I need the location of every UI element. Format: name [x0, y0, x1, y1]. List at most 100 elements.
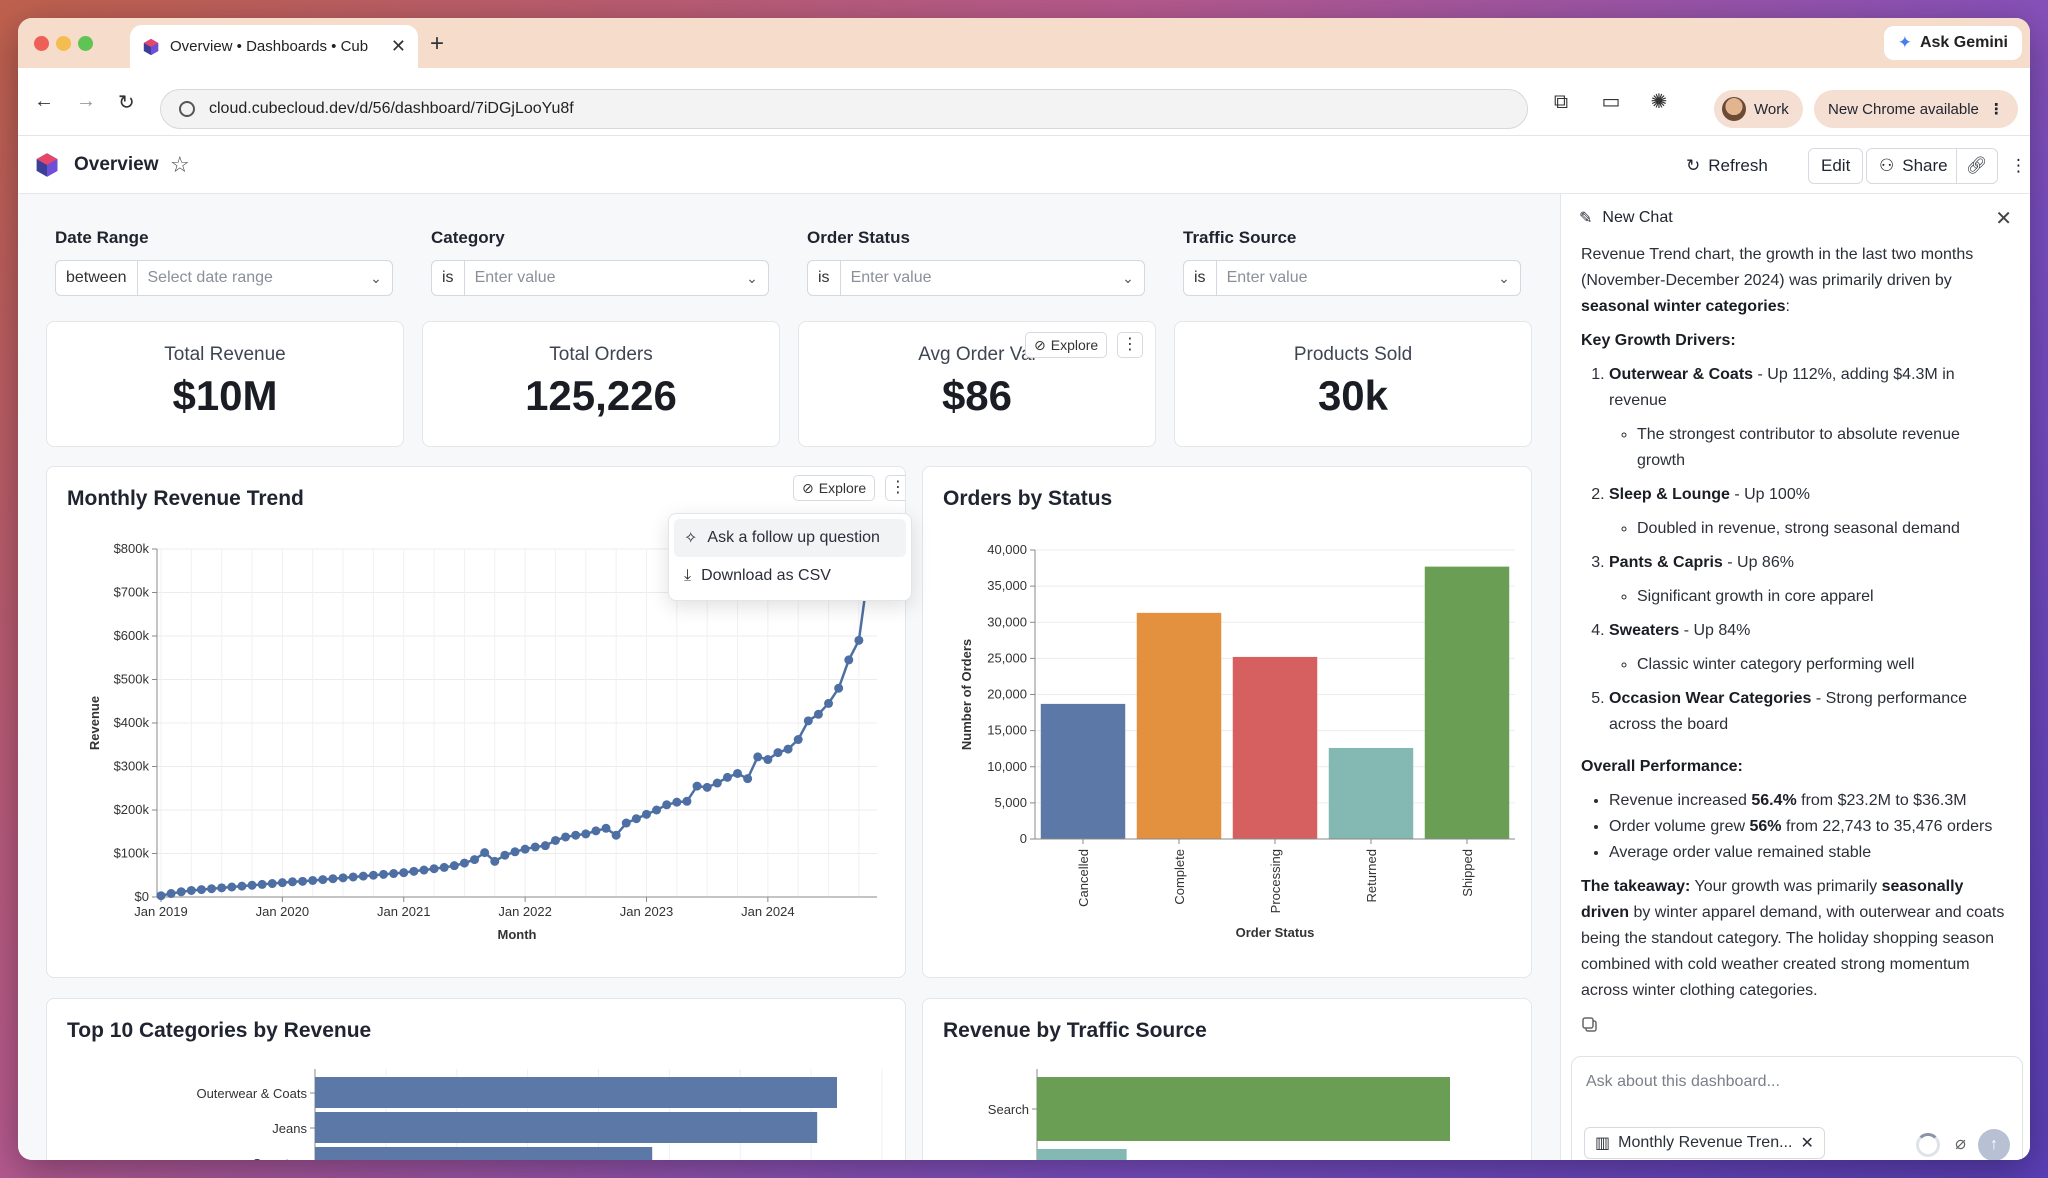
bar: [315, 1112, 818, 1143]
back-arrow-icon[interactable]: ←: [34, 90, 54, 112]
filter-placeholder[interactable]: Enter value: [1226, 269, 1308, 286]
overall-bold: 56%: [1749, 818, 1782, 835]
tab-overview[interactable]: Overview • Dashboards • Cub ✕: [130, 25, 418, 68]
list-item: Sleep & Lounge - Up 100% Doubled in reve…: [1609, 482, 2011, 542]
context-chip[interactable]: ▥ Monthly Revenue Tren... ✕: [1584, 1127, 1825, 1159]
minimize-window-button[interactable]: [56, 36, 71, 51]
driver-name: Outerwear & Coats: [1609, 366, 1754, 383]
data-point: [672, 797, 682, 807]
card-title: Monthly Revenue Trend: [67, 487, 304, 510]
filter-operator[interactable]: between: [56, 261, 138, 295]
data-point: [813, 709, 823, 719]
loading-spinner-icon: [1916, 1133, 1940, 1157]
data-point: [247, 880, 257, 890]
explore-button[interactable]: ⊘ Explore: [1025, 332, 1108, 358]
data-point: [530, 842, 540, 852]
y-axis-label: Revenue: [87, 696, 102, 750]
data-point: [621, 818, 631, 828]
ask-follow-up-menu-item[interactable]: ✧ Ask a follow up question: [674, 519, 906, 557]
sub-list: Classic winter category performing well: [1609, 652, 2011, 678]
list-item: Significant growth in core apparel: [1637, 584, 2011, 610]
category-filter[interactable]: is Enter value ⌄: [431, 260, 769, 296]
tab-title: Overview • Dashboards • Cub: [170, 38, 369, 55]
x-tick-label: Cancelled: [1076, 849, 1091, 907]
tab-close-icon[interactable]: ✕: [390, 36, 406, 56]
y-axis-label: Number of Orders: [959, 639, 974, 750]
chat-panel: ✎ New Chat ✕ Revenue Trend chart, the gr…: [1560, 194, 2030, 1160]
copy-icon[interactable]: [1581, 1016, 1599, 1034]
reload-icon[interactable]: ↻: [118, 92, 135, 114]
new-tab-button[interactable]: +: [430, 30, 445, 57]
chrome-update-button[interactable]: New Chrome available ⋮: [1814, 90, 2018, 128]
profile-button[interactable]: Work: [1714, 90, 1803, 128]
y-tick-label: 10,000: [987, 759, 1027, 774]
card-title: Revenue by Traffic Source: [943, 1019, 1207, 1042]
traffic-source-filter[interactable]: is Enter value ⌄: [1183, 260, 1521, 296]
filter-placeholder[interactable]: Select date range: [147, 269, 273, 286]
kpi-avg-order-value: Avg Order Val $86 ⊘ Explore ⋮: [798, 321, 1156, 447]
filter-placeholder[interactable]: Enter value: [850, 269, 932, 286]
chevron-down-icon[interactable]: ⌄: [1498, 269, 1510, 286]
kpi-total-orders: Total Orders 125,226: [422, 321, 780, 447]
chevron-down-icon[interactable]: ⌄: [746, 269, 758, 286]
copy-link-button[interactable]: 🔗︎: [1956, 148, 1998, 184]
data-point: [662, 800, 672, 810]
chatgpt-extension-icon[interactable]: ✺: [1650, 91, 1668, 113]
ask-gemini-button[interactable]: ✦ Ask Gemini: [1883, 26, 2022, 60]
revenue-line-chart: $0 $100k $200k $300k $400k $500k $600k $700k $80…: [87, 519, 877, 942]
extensions-puzzle-icon[interactable]: ⧉: [1553, 91, 1569, 113]
close-window-button[interactable]: [34, 36, 49, 51]
traffic-source-card: Revenue by Traffic Source SearchOrganic: [922, 998, 1532, 1160]
driver-text: - Up 100%: [1729, 486, 1810, 503]
sub-list: Doubled in revenue, strong seasonal dema…: [1609, 516, 2011, 542]
chevron-down-icon[interactable]: ⌄: [1122, 269, 1134, 286]
card-menu-button[interactable]: ⋮: [1117, 332, 1143, 358]
more-menu-button[interactable]: ⋮: [2004, 148, 2030, 184]
filter-operator[interactable]: is: [808, 261, 841, 295]
list-item: Doubled in revenue, strong seasonal dema…: [1637, 516, 2011, 542]
explore-button[interactable]: ⊘ Explore: [793, 475, 876, 501]
driver-text: - Up 84%: [1679, 622, 1751, 639]
favorite-star-icon[interactable]: ☆: [170, 152, 190, 177]
chevron-down-icon[interactable]: ⌄: [370, 269, 382, 286]
card-menu-button[interactable]: ⋮: [885, 475, 905, 501]
filter-operator[interactable]: is: [432, 261, 465, 295]
filter-placeholder[interactable]: Enter value: [474, 269, 556, 286]
cube-logo-icon[interactable]: [34, 152, 60, 178]
overall-text: from $23.2M to $36.3M: [1796, 792, 1967, 809]
categories-bar-chart: Outerwear & Coats Jeans Sweaters: [196, 1069, 883, 1160]
browser-window: Overview • Dashboards • Cub ✕ + ✦ Ask Ge…: [18, 18, 2030, 1160]
traffic-bar-chart: SearchOrganic: [988, 1069, 1450, 1160]
x-tick-label: Shipped: [1460, 849, 1475, 897]
y-tick-label: 35,000: [987, 578, 1027, 593]
data-point: [298, 876, 308, 886]
maximize-window-button[interactable]: [78, 36, 93, 51]
refresh-button[interactable]: ↻ Refresh: [1674, 148, 1780, 184]
cast-icon[interactable]: ▭: [1601, 91, 1621, 113]
edit-pencil-icon[interactable]: ✎: [1579, 210, 1593, 227]
send-button[interactable]: ↑: [1978, 1129, 2010, 1160]
address-bar[interactable]: cloud.cubecloud.dev/d/56/dashboard/7iDGj…: [160, 89, 1528, 129]
attach-paperclip-icon[interactable]: ⌀: [1955, 1133, 1966, 1153]
filter-operator[interactable]: is: [1184, 261, 1217, 295]
order-status-filter[interactable]: is Enter value ⌄: [807, 260, 1145, 296]
close-icon[interactable]: ✕: [1995, 208, 2012, 230]
forward-arrow-icon[interactable]: →: [76, 90, 96, 112]
edit-button[interactable]: Edit: [1808, 148, 1864, 184]
card-title: Top 10 Categories by Revenue: [67, 1019, 372, 1042]
kpi-value: 30k: [1317, 372, 1389, 419]
data-point: [571, 830, 581, 840]
date-range-filter[interactable]: between Select date range ⌄: [55, 260, 393, 296]
close-icon[interactable]: ✕: [1800, 1135, 1814, 1152]
overall-text: from 22,743 to 35,476 orders: [1781, 818, 1993, 835]
data-point: [237, 881, 247, 891]
kpi-value: 125,226: [525, 372, 677, 419]
y-tick-label: Jeans: [272, 1121, 307, 1136]
site-info-icon[interactable]: [179, 101, 195, 117]
download-csv-menu-item[interactable]: ⤓ Download as CSV: [674, 557, 906, 595]
chat-input[interactable]: [1586, 1073, 2006, 1091]
share-button[interactable]: ⚇ Share: [1866, 148, 1961, 184]
y-tick-label: 30,000: [987, 614, 1027, 629]
overall-heading: Overall Performance:: [1581, 754, 2011, 780]
sparkle-icon: ✧: [684, 530, 698, 547]
